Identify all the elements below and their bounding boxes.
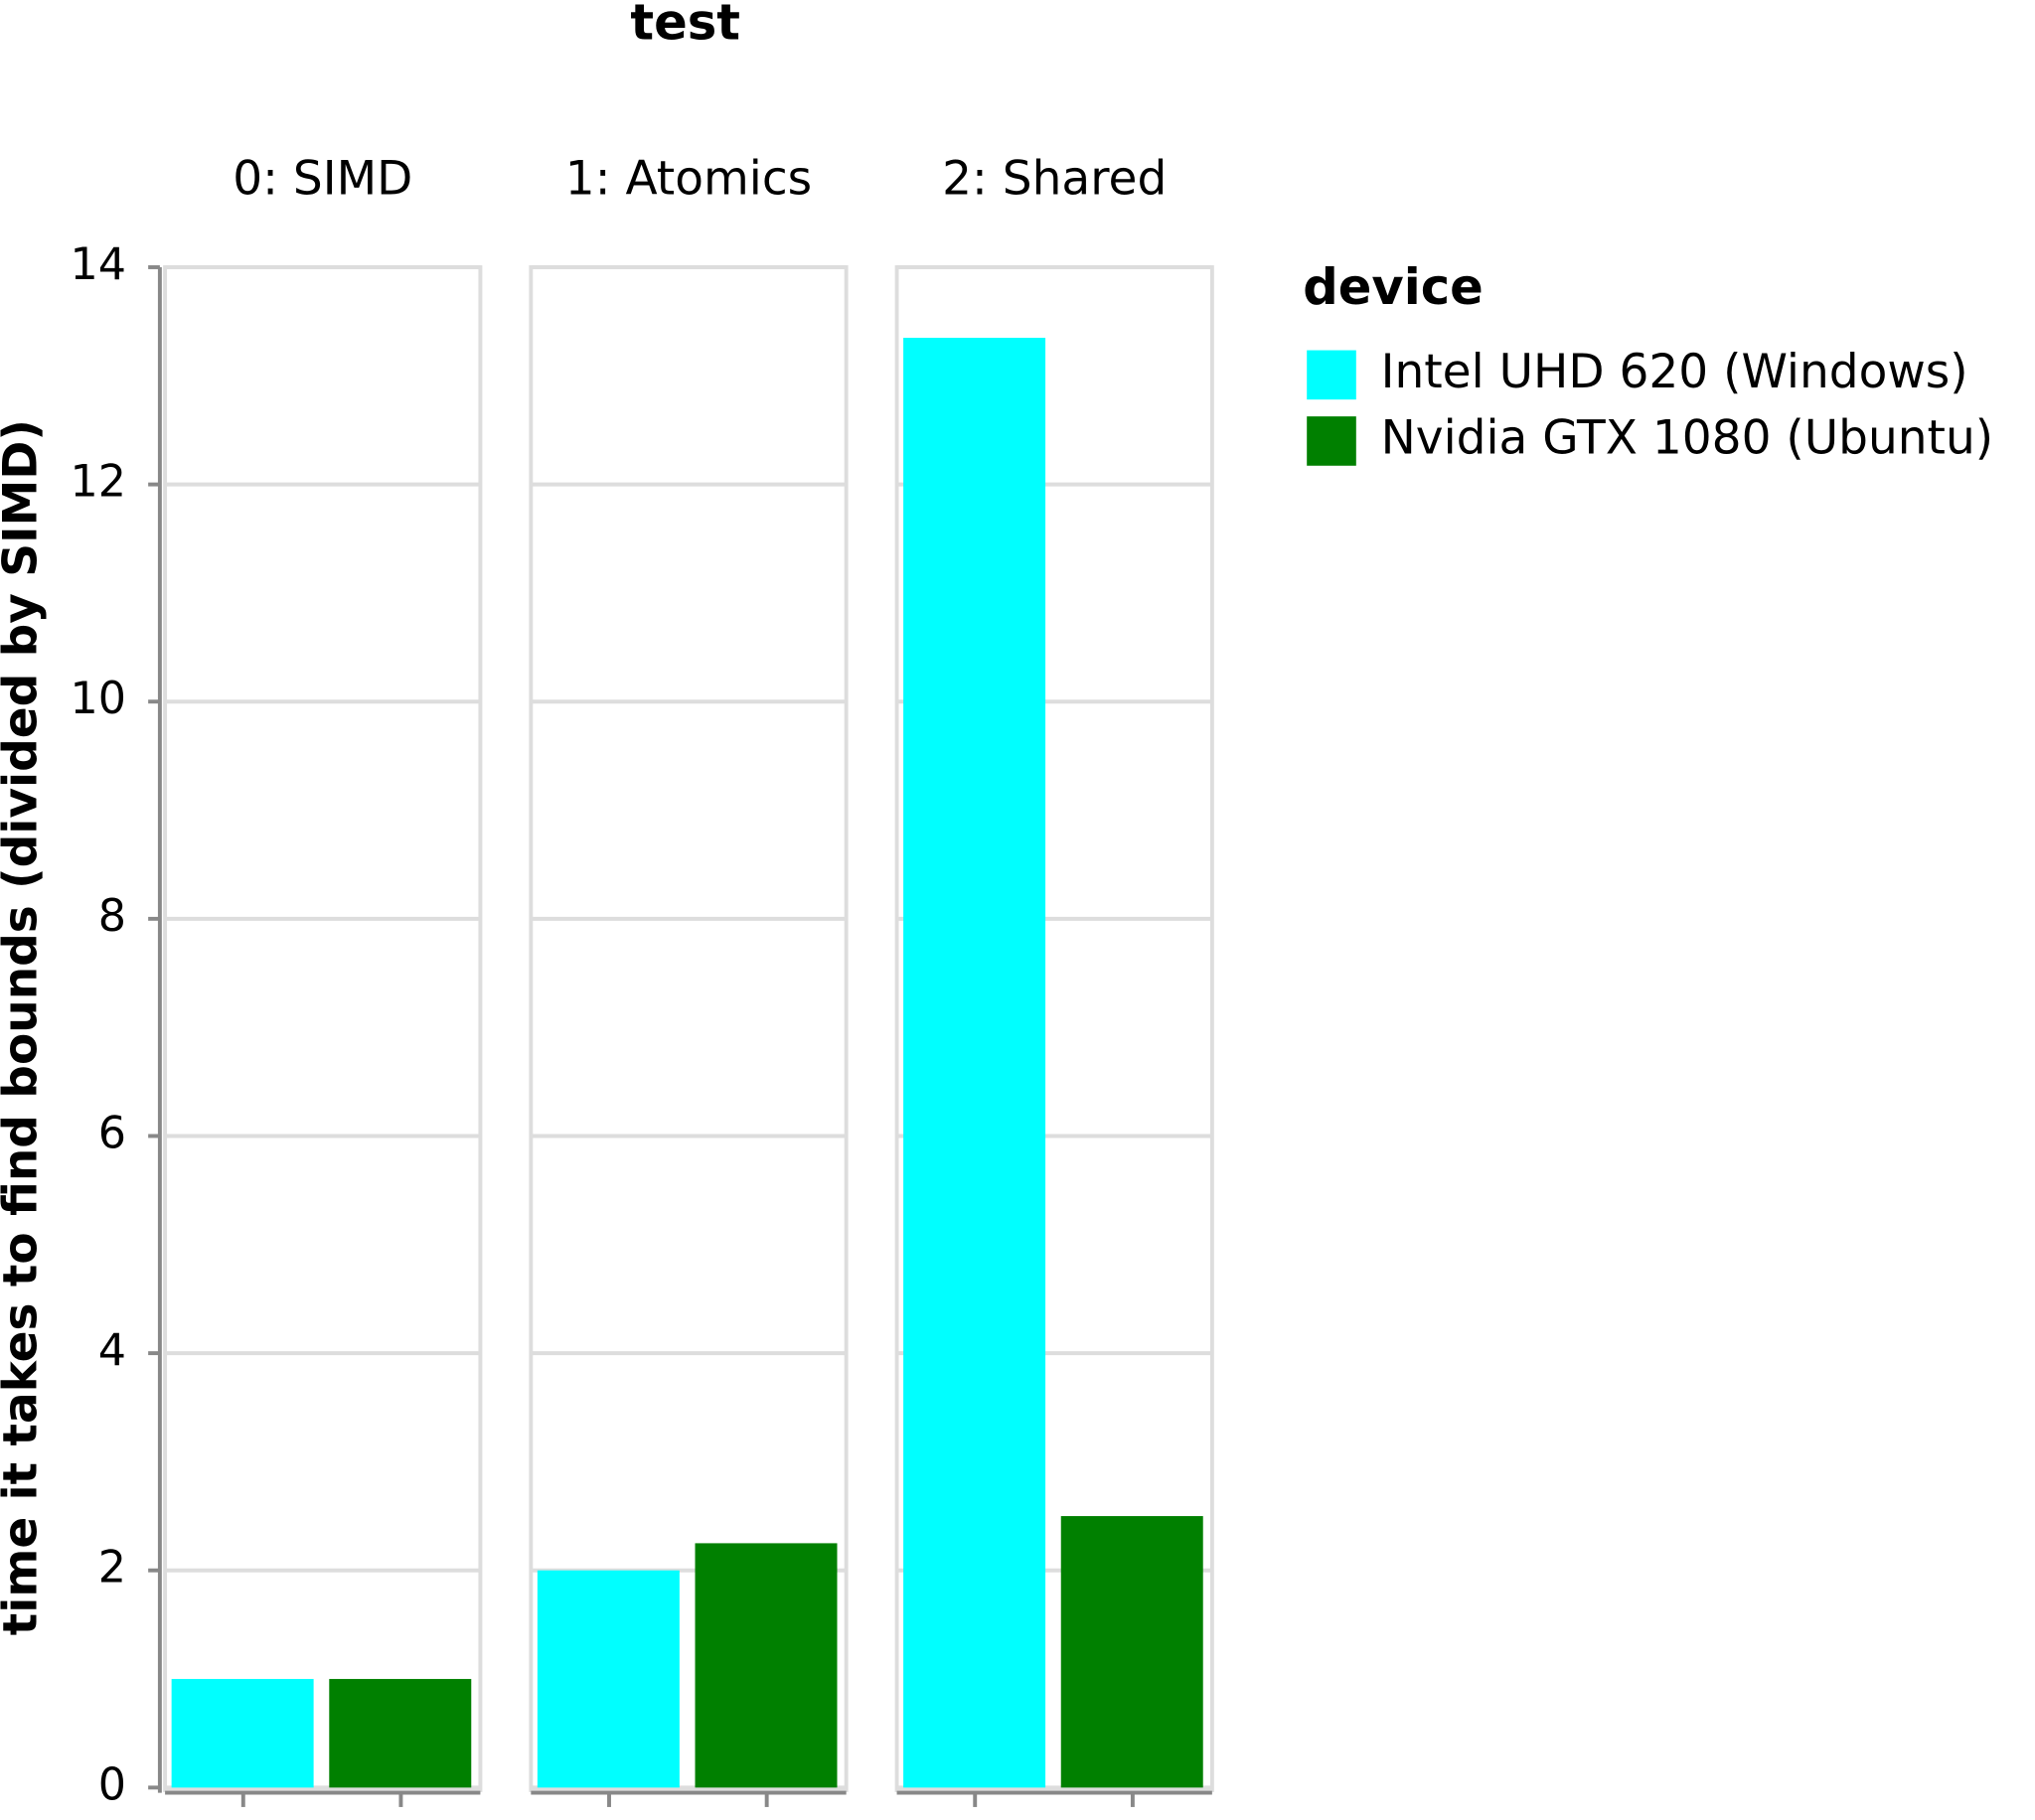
legend-swatch — [1307, 350, 1356, 400]
bar — [1060, 1516, 1203, 1788]
facet-label: 0: SIMD — [233, 151, 412, 206]
y-tick-label: 4 — [98, 1325, 126, 1376]
chart-title: test — [630, 0, 740, 52]
bar — [903, 338, 1046, 1788]
y-tick-label: 10 — [70, 674, 125, 724]
y-tick-label: 12 — [70, 457, 125, 508]
y-tick-label: 2 — [98, 1543, 126, 1593]
y-tick-label: 0 — [98, 1759, 126, 1810]
legend-label: Nvidia GTX 1080 (Ubuntu) — [1381, 410, 1994, 465]
bar — [695, 1543, 838, 1788]
y-axis-label: time it takes to find bounds (divided by… — [0, 419, 48, 1635]
y-tick-label: 6 — [98, 1108, 126, 1158]
bar — [537, 1570, 680, 1788]
bar — [171, 1679, 314, 1788]
panel-border — [163, 265, 483, 1792]
y-tick-label: 8 — [98, 891, 126, 942]
facet-label: 2: Shared — [942, 151, 1167, 206]
y-tick-label: 14 — [70, 239, 125, 290]
legend-swatch — [1307, 416, 1356, 466]
panel-border — [529, 265, 849, 1792]
panel-border — [894, 265, 1214, 1792]
bar — [329, 1679, 472, 1788]
legend-title: device — [1303, 258, 1484, 316]
facet-label: 1: Atomics — [565, 151, 812, 206]
legend-label: Intel UHD 620 (Windows) — [1381, 345, 1968, 399]
